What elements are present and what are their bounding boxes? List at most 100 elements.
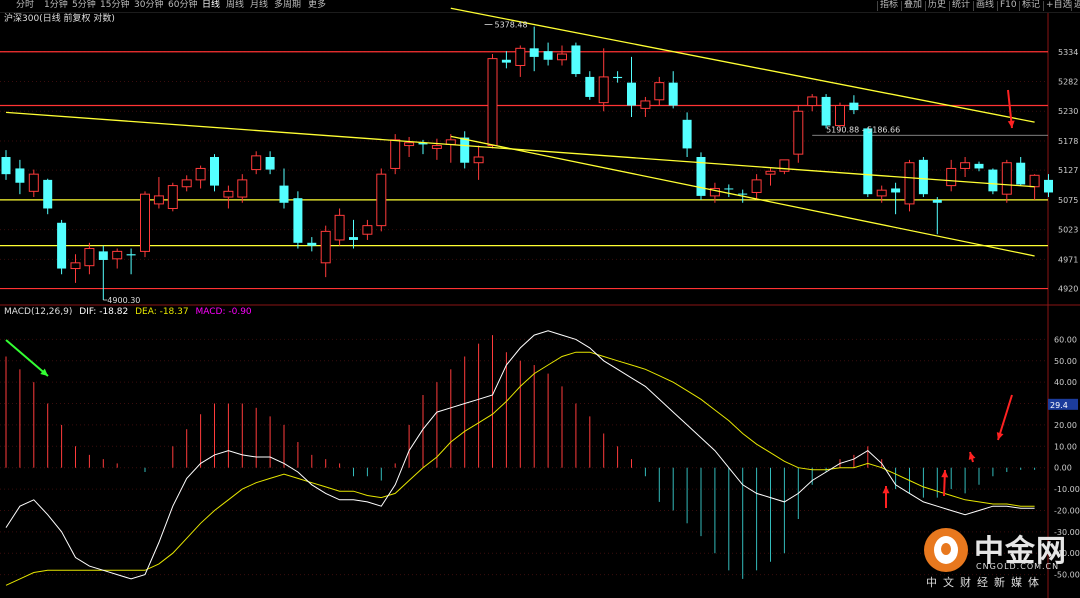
hist-arrow-icon-head	[882, 486, 890, 494]
tool-button-8[interactable]: 返回	[1074, 0, 1080, 10]
candle-body-up	[640, 100, 651, 109]
macd-legend: MACD(12,26,9) DIF: -18.82 DEA: -18.37 MA…	[4, 307, 252, 318]
candle-body-down	[738, 193, 748, 195]
period-tab-9[interactable]: 多周期	[274, 0, 302, 10]
period-tab-4[interactable]: 30分钟	[134, 0, 164, 10]
toolbar-separator	[925, 1, 926, 11]
logo-url: CNGOLD.COM.CN	[976, 562, 1060, 571]
candle-body-down	[627, 82, 636, 106]
candle-body-up	[153, 195, 164, 205]
period-tab-7[interactable]: 周线	[226, 0, 245, 10]
candle-body-up	[598, 76, 609, 104]
candle-body-up	[960, 162, 971, 169]
hist-arrow-icon-head	[941, 470, 949, 478]
macd-arrow-icon	[997, 394, 1013, 441]
candle-body-down	[613, 76, 623, 79]
candle-body-down	[98, 251, 108, 260]
tool-button-5[interactable]: F10	[1000, 0, 1017, 10]
trendline	[450, 135, 1035, 257]
macd-legend-dif: DIF: -18.82	[79, 307, 129, 317]
macd-tick-label: 20.00	[1054, 421, 1077, 430]
macd-tick-label: -30.00	[1054, 528, 1080, 537]
candle-body-down	[501, 59, 511, 63]
macd-legend-name: MACD(12,26,9)	[4, 307, 73, 317]
candle-body-down	[349, 237, 358, 240]
tool-button-6[interactable]: 标记	[1022, 0, 1041, 10]
price-tick-label: 5230	[1058, 107, 1078, 116]
candle-body-up	[709, 187, 720, 197]
candle-body-up	[112, 250, 123, 260]
candle-body-down	[460, 137, 470, 163]
candle-body-down	[1044, 179, 1053, 193]
green-arrow-icon-head	[40, 368, 48, 376]
period-tab-1[interactable]: 1分钟	[44, 0, 68, 10]
candle-body-up	[946, 167, 957, 187]
macd-cursor-box	[1048, 398, 1078, 410]
candle-body-down	[43, 179, 53, 209]
tool-button-3[interactable]: 统计	[952, 0, 971, 10]
tool-button-0[interactable]: 指标	[880, 0, 899, 10]
macd-dea-line	[5, 351, 1035, 586]
toolbar-separator	[877, 1, 878, 11]
macd-tick-label: -10.00	[1054, 485, 1080, 494]
candle-body-up	[431, 145, 442, 149]
macd-tick-label: -20.00	[1054, 506, 1080, 515]
period-tab-0[interactable]: 分时	[16, 0, 35, 10]
toolbar: 分时 1分钟 5分钟 15分钟 30分钟 60分钟 日线 周线 月线 多周期 更多 指标 叠加 历史 统计…	[0, 0, 1080, 13]
trendlines	[5, 7, 1035, 257]
candle-body-up	[765, 170, 776, 175]
candle-body-down	[918, 159, 928, 195]
period-tab-2[interactable]: 5分钟	[72, 0, 96, 10]
candle-body-up	[807, 96, 818, 107]
axes: 5334 5282 5230 5178 5127 5075 5023 4971 4920 60.0…	[1048, 48, 1080, 580]
candle-body-down	[418, 142, 428, 145]
candle-body-up	[320, 230, 331, 264]
macd-tick-label: 0.00	[1054, 464, 1072, 473]
candle-body-up	[557, 53, 567, 61]
candle-body-up	[751, 179, 762, 193]
period-tab-6[interactable]: 日线	[202, 0, 221, 10]
candle-body-up	[140, 193, 150, 252]
period-tab-5[interactable]: 60分钟	[168, 0, 198, 10]
candle-body-up	[84, 248, 95, 267]
range-label: 5190.88 - 5186.66	[826, 125, 900, 134]
period-tab-8[interactable]: 月线	[250, 0, 269, 10]
toolbar-separator	[973, 1, 974, 11]
candle-body-up	[904, 162, 915, 205]
grid	[0, 13, 1080, 598]
tool-button-4[interactable]: 画线	[976, 0, 995, 10]
candle-body-up	[167, 185, 178, 209]
candle-body-down	[891, 188, 901, 193]
tool-button-2[interactable]: 历史	[928, 0, 947, 10]
green-arrow-icon	[5, 339, 49, 377]
candle-body-up	[181, 179, 192, 188]
macd-legend-macd: MACD: -0.90	[195, 307, 252, 317]
toolbar-separator	[1043, 1, 1044, 11]
period-tab-3[interactable]: 15分钟	[100, 0, 130, 10]
candle-body-up	[404, 142, 415, 147]
candle-body-up	[1001, 162, 1012, 195]
candle-body-down	[126, 254, 136, 256]
macd-tick-label: 40.00	[1054, 378, 1077, 387]
candle-body-down	[15, 168, 25, 183]
trendline	[5, 111, 1035, 188]
low-label: 4900.30	[107, 296, 140, 305]
trendline	[450, 7, 1035, 123]
candle-body-up	[334, 214, 345, 241]
high-label: 5378.48	[495, 21, 528, 30]
tool-button-7[interactable]: +自选	[1046, 0, 1072, 10]
candle-body-up	[515, 47, 526, 66]
candle-body-down	[932, 199, 942, 203]
candle-body-up	[835, 105, 845, 127]
candle-body-down	[293, 198, 303, 243]
candle-body-up	[237, 179, 248, 198]
main-title: 沪深300(日线 前复权 对数)	[4, 14, 115, 24]
logo-mark-icon	[924, 528, 968, 572]
candle-body-up	[876, 189, 887, 197]
period-tab-10[interactable]: 更多	[308, 0, 327, 10]
candle-body-up	[473, 156, 484, 164]
tool-button-1[interactable]: 叠加	[904, 0, 923, 10]
logo-text: 中金网	[974, 534, 1067, 569]
candle-body-down	[696, 157, 706, 196]
